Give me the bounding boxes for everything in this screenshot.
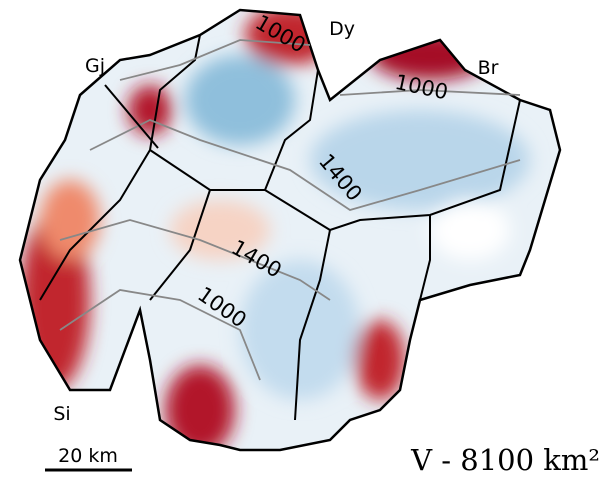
- region-label: Dy: [329, 18, 355, 40]
- scale-label: 20 km: [58, 445, 118, 467]
- map: Dy Gj Br Si 1000 1000 1400 1400 1000 20 …: [0, 0, 614, 483]
- caption: V - 8100 km²: [410, 443, 600, 477]
- region-label: Si: [53, 403, 70, 425]
- region-label: Gj: [85, 55, 105, 77]
- region-label: Br: [478, 57, 499, 79]
